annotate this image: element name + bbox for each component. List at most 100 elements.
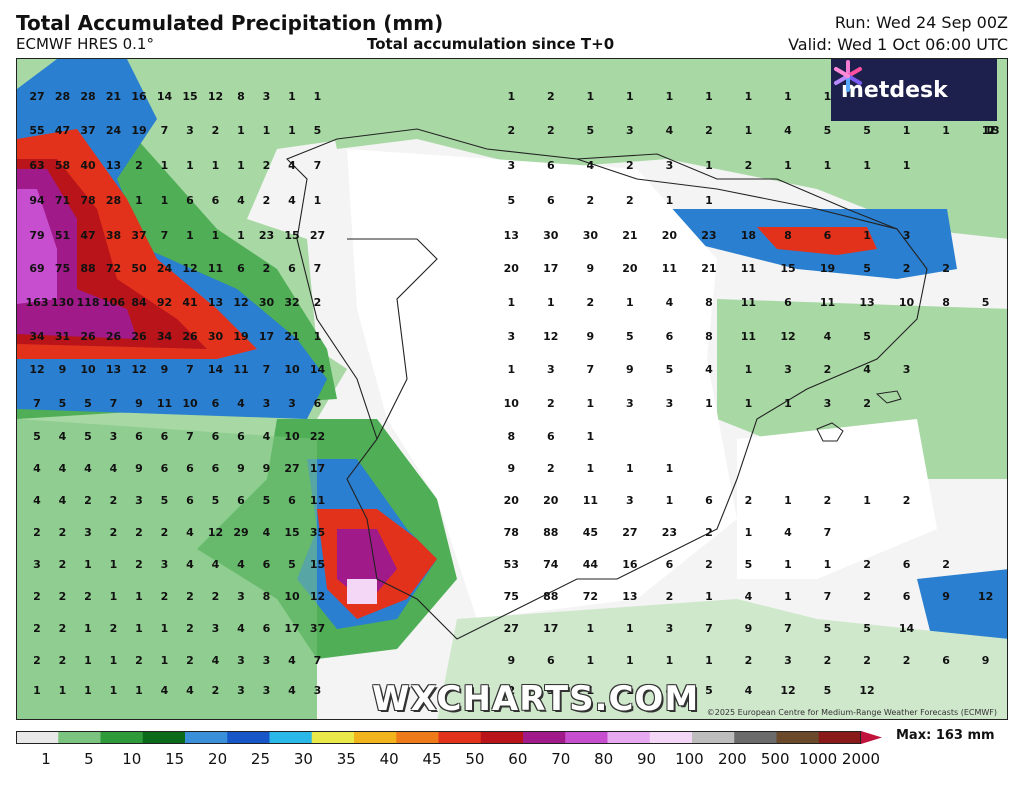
precip-value: 9 (161, 363, 169, 376)
metdesk-logo: metdesk (831, 59, 997, 121)
precip-value: 2 (314, 296, 322, 309)
precip-value: 7 (784, 622, 792, 635)
precip-value: 1 (824, 558, 832, 571)
precip-value: 3 (33, 558, 41, 571)
precip-value: 6 (186, 194, 194, 207)
precip-value: 2 (863, 558, 871, 571)
precip-value: 8 (705, 330, 713, 343)
precip-value: 11 (208, 262, 223, 275)
precip-value: 6 (237, 494, 245, 507)
colorbar-tick-label: 200 (717, 750, 747, 768)
precip-value: 1 (288, 90, 296, 103)
precip-value: 1 (666, 90, 674, 103)
precip-value: 8 (237, 90, 245, 103)
precip-value: 7 (314, 262, 322, 275)
precip-value: 5 (84, 397, 92, 410)
precip-value: 78 (504, 526, 519, 539)
precip-value: 1 (587, 90, 595, 103)
precip-value: 3 (547, 363, 555, 376)
precip-value: 1 (84, 684, 92, 697)
colorbar-tick-label: 80 (594, 750, 614, 768)
precip-value: 106 (102, 296, 125, 309)
precip-value: 4 (745, 684, 753, 697)
precip-value: 2 (626, 159, 634, 172)
precip-value: 4 (212, 654, 220, 667)
precip-value: 1 (784, 159, 792, 172)
precip-value: 6 (705, 494, 713, 507)
precip-value: 6 (212, 397, 220, 410)
precip-value: 5 (288, 558, 296, 571)
precip-value: 6 (212, 430, 220, 443)
precip-value: 2 (507, 124, 515, 137)
precip-value: 6 (666, 558, 674, 571)
precip-value: 58 (55, 159, 70, 172)
precip-value: 2 (824, 363, 832, 376)
precip-value: 34 (29, 330, 45, 343)
precip-value: 1 (507, 296, 515, 309)
precipitation-map[interactable]: 2728282116141512831112111111123554737241… (16, 58, 1008, 720)
precip-value: 1 (666, 494, 674, 507)
precip-value: 30 (259, 296, 275, 309)
precip-value: 1 (626, 684, 634, 697)
precip-value: 5 (863, 262, 871, 275)
precip-value: 17 (259, 330, 274, 343)
precip-value: 2 (547, 124, 555, 137)
colorbar-tick-label: 5 (84, 750, 94, 768)
precip-value: 2 (59, 654, 67, 667)
precip-value: 6 (263, 558, 271, 571)
precip-value: 2 (135, 526, 143, 539)
coastlines (286, 128, 928, 640)
precip-value: 7 (33, 397, 41, 410)
precip-value: 88 (80, 262, 95, 275)
precip-value: 2 (212, 124, 220, 137)
precip-value: 3 (314, 684, 322, 697)
precip-value: 35 (310, 526, 325, 539)
precip-value: 26 (80, 330, 96, 343)
precip-value: 1 (824, 90, 832, 103)
precip-value: 37 (310, 622, 325, 635)
precip-value: 5 (59, 397, 67, 410)
precip-value: 4 (288, 194, 296, 207)
precip-value: 6 (903, 590, 911, 603)
precip-value: 9 (59, 363, 67, 376)
precip-value: 23 (259, 229, 274, 242)
precip-fields (17, 59, 1007, 719)
precip-value: 1 (547, 296, 555, 309)
precip-value: 163 (26, 296, 49, 309)
precip-value: 21 (701, 262, 716, 275)
precip-value: 16 (131, 90, 147, 103)
precip-value: 1 (745, 363, 753, 376)
precip-value: 22 (310, 430, 325, 443)
colorbar-tick-label: 15 (165, 750, 185, 768)
precip-value: 34 (157, 330, 173, 343)
precip-value: 51 (55, 229, 70, 242)
precip-value: 4 (263, 526, 271, 539)
precip-value: 6 (186, 462, 194, 475)
ecmwf-copyright: ©2025 European Centre for Medium-Range W… (706, 708, 997, 717)
precip-value: 5 (982, 296, 990, 309)
precip-value: 3 (666, 397, 674, 410)
precip-value: 1 (745, 397, 753, 410)
precip-value: 2 (824, 654, 832, 667)
precip-value: 19 (233, 330, 248, 343)
precip-value: 12 (208, 526, 223, 539)
metdesk-burst-icon (834, 60, 862, 92)
precip-value: 1 (666, 654, 674, 667)
precip-value: 11 (741, 262, 756, 275)
precip-value: 5 (863, 622, 871, 635)
precip-value: 27 (284, 462, 299, 475)
precip-value: 2 (263, 262, 271, 275)
precip-value: 6 (237, 430, 245, 443)
precip-value: 2 (745, 654, 753, 667)
precip-value: 6 (903, 558, 911, 571)
precip-value: 1 (186, 229, 194, 242)
precip-value: 3 (903, 229, 911, 242)
precip-value: 11 (233, 363, 248, 376)
precip-value: 4 (288, 654, 296, 667)
precip-value: 72 (106, 262, 121, 275)
colorbar-swatch (776, 731, 820, 744)
colorbar-swatch (16, 731, 59, 744)
precip-value: 13 (208, 296, 223, 309)
precip-value: 3 (237, 590, 245, 603)
precip-value: 1 (587, 430, 595, 443)
